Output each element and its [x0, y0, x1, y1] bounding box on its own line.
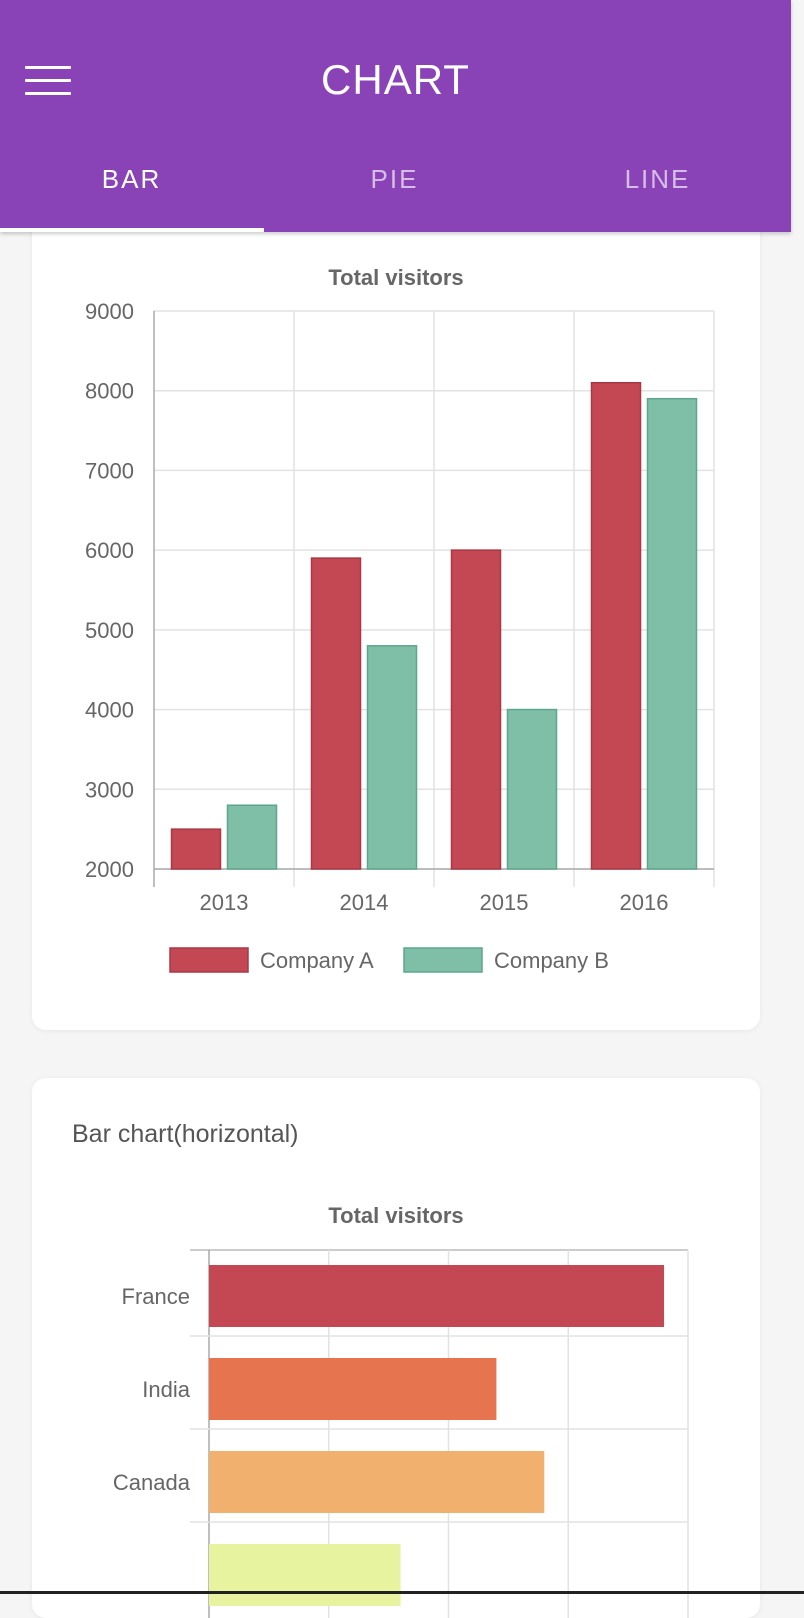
- page-title: CHART: [321, 56, 470, 103]
- y-tick-label: India: [142, 1377, 190, 1402]
- hbar-france: [209, 1265, 665, 1327]
- x-tick-label: 2015: [480, 890, 529, 915]
- legend-label: Company A: [260, 948, 374, 973]
- bar-company-b-2016: [646, 397, 698, 870]
- legend-swatch-b: [403, 947, 483, 973]
- y-tick-label: 9000: [85, 299, 134, 324]
- hamburger-menu-icon[interactable]: [25, 66, 71, 96]
- bar-company-b-2014: [366, 645, 418, 870]
- bar-company-b-2013: [226, 804, 278, 870]
- y-tick-label: France: [122, 1284, 190, 1309]
- hbar-canada: [209, 1451, 545, 1513]
- horizontal-bar-chart: Total visitors France India Canada: [113, 1203, 689, 1618]
- legend-label: Company B: [494, 948, 609, 973]
- bar-company-a-2016: [590, 381, 642, 870]
- chart-title: Total visitors: [328, 1203, 463, 1228]
- legend-swatch-a: [169, 947, 249, 973]
- tab-line-chart[interactable]: LINE: [624, 164, 691, 194]
- y-tick-label: 4000: [85, 698, 134, 723]
- bar-company-a-2015: [450, 549, 502, 870]
- y-tick-label: 2000: [85, 857, 134, 882]
- horizontal-chart-card-title: Bar chart(horizontal): [72, 1120, 299, 1148]
- bar-company-a-2014: [310, 557, 362, 870]
- active-tab-indicator: [0, 228, 264, 232]
- app-header: CHART BAR PIE LINE: [0, 0, 791, 232]
- bottom-edge: [0, 1591, 804, 1594]
- tab-bar-chart[interactable]: BAR: [101, 164, 162, 194]
- x-tick-label: 2014: [340, 890, 389, 915]
- tab-pie-chart[interactable]: PIE: [370, 164, 419, 194]
- hbar-india: [209, 1358, 497, 1420]
- x-tick-label: 2016: [620, 890, 669, 915]
- y-tick-label: 6000: [85, 538, 134, 563]
- x-tick-label: 2013: [200, 890, 249, 915]
- y-tick-label: 5000: [85, 618, 134, 643]
- vertical-bar-chart: Total visitors 9000 8000 7000 6000 5000 4000 30…: [85, 265, 715, 973]
- y-tick-label: Canada: [113, 1470, 191, 1495]
- vertical-bar-chart-card: Total visitors 9000 8000 7000 6000 5000 4000 30…: [32, 200, 760, 1030]
- horizontal-bar-chart-card: Bar chart(horizontal) Total visitors Fran…: [32, 1078, 760, 1618]
- y-tick-label: 7000: [85, 458, 134, 483]
- bar-company-a-2013: [170, 828, 222, 870]
- hbar-row-3: [209, 1544, 401, 1606]
- y-tick-label: 8000: [85, 379, 134, 404]
- chart-title: Total visitors: [328, 265, 463, 290]
- y-tick-label: 3000: [85, 777, 134, 802]
- bar-company-b-2015: [506, 708, 558, 870]
- tab-bar: BAR PIE LINE: [0, 150, 791, 232]
